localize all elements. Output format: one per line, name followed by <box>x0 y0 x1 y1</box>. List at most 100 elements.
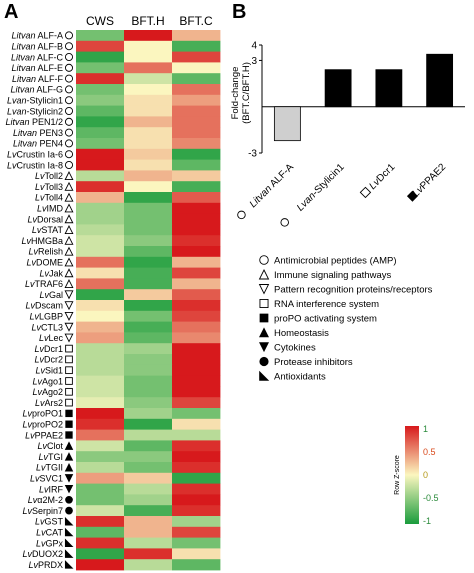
heatmap-cell <box>76 127 125 139</box>
heatmap-cell <box>124 548 173 560</box>
heatmap-cell <box>172 116 221 128</box>
heatmap-cell <box>76 213 125 225</box>
x-tick-label: LvDcr1 <box>359 162 398 199</box>
right-triangle-icon <box>259 370 270 381</box>
heatmap-cell <box>124 246 173 258</box>
triangle-up-icon <box>64 257 74 267</box>
heatmap-cell <box>172 343 221 355</box>
right-triangle-icon <box>64 527 74 537</box>
square-open-icon <box>65 355 73 364</box>
triangle-down-icon <box>64 301 74 311</box>
heatmap-cell <box>172 418 221 430</box>
heatmap-cell <box>76 84 125 96</box>
heatmap-row-label: LvHMGBa <box>21 236 63 246</box>
triangle-down-filled-icon <box>64 484 74 494</box>
x-tick-label: Litvan ALF-A <box>237 162 296 220</box>
heatmap-cell <box>172 246 221 258</box>
circle-icon <box>64 85 74 94</box>
heatmap-cell <box>172 202 221 214</box>
heatmap-cell <box>124 94 173 106</box>
heatmap-cell <box>172 256 221 268</box>
triangle-up-icon <box>64 279 74 288</box>
heatmap-cell <box>172 494 221 506</box>
heatmap-cell <box>172 483 221 495</box>
heatmap-cell <box>124 440 173 452</box>
heatmap-cell <box>76 418 125 430</box>
heatmap-cell <box>124 213 173 225</box>
heatmap-cell <box>76 375 125 387</box>
heatmap-cell <box>76 516 125 528</box>
triangle-up-icon <box>64 214 74 224</box>
heatmap-cell <box>172 386 221 398</box>
heatmap-row-label: LvLec <box>39 333 64 343</box>
heatmap-cell <box>124 451 173 463</box>
heatmap-cell <box>76 537 125 549</box>
heatmap-cell <box>124 462 173 474</box>
x-tick-text: Lvan-Stylicin1 <box>295 162 347 214</box>
heatmap-cell <box>124 516 173 528</box>
heatmap-cell <box>124 105 173 117</box>
heatmap-cell <box>172 30 221 42</box>
heatmap-cell <box>76 116 125 128</box>
heatmap-cell <box>172 408 221 420</box>
heatmap-cell <box>124 127 173 139</box>
heatmap-cell <box>172 397 221 409</box>
heatmap-cell <box>76 548 125 560</box>
heatmap-cell <box>124 397 173 409</box>
circle-filled-icon <box>65 495 73 504</box>
circle-icon <box>64 31 74 40</box>
right-triangle-icon <box>64 538 74 548</box>
y-tick-label: -3 <box>248 149 257 160</box>
heatmap-row-label: LvIRF <box>39 484 64 494</box>
colorbar-tick-label: 0.5 <box>423 447 436 457</box>
heatmap-cell <box>124 148 173 160</box>
category-legend: Antimicrobial peptides (AMP) Immune signa… <box>258 255 433 383</box>
heatmap-cell <box>76 62 125 74</box>
heatmap-cell <box>124 375 173 387</box>
square-open-icon <box>359 186 372 199</box>
legend-label: Antimicrobial peptides (AMP) <box>274 256 397 267</box>
circle-icon <box>64 63 74 72</box>
colorbar: Row Z-score 1 0.5 0 -0.5 -1 <box>394 424 439 526</box>
heatmap-cell <box>124 73 173 85</box>
heatmap-cell <box>76 224 125 236</box>
heatmap-cell <box>172 364 221 376</box>
heatmap-cell <box>124 321 173 333</box>
heatmap-cell <box>76 429 125 441</box>
triangle-up-filled-icon <box>64 441 74 450</box>
heatmap-cell <box>172 332 221 344</box>
heatmap-row-label: LvGST <box>35 517 64 527</box>
heatmap-row-label: Lvan-Stylicin1 <box>7 96 63 106</box>
heatmap-row-label: LvToll2 <box>35 171 63 181</box>
heatmap-row-label: LvAgo1 <box>32 376 63 386</box>
triangle-up-filled-icon <box>64 462 74 472</box>
heatmap-cell <box>124 192 173 204</box>
right-triangle-icon <box>64 516 74 526</box>
heatmap-cell <box>172 148 221 160</box>
heatmap-row-label: LvproPO2 <box>22 420 63 430</box>
heatmap-cell <box>172 62 221 74</box>
heatmap-cell <box>76 289 125 301</box>
heatmap-cell <box>76 386 125 398</box>
heatmap-cell <box>172 213 221 225</box>
heatmap-cell <box>124 300 173 312</box>
square-filled-icon <box>259 313 269 323</box>
heatmap-cell <box>124 483 173 495</box>
heatmap-cell <box>124 364 173 376</box>
heatmap-cell <box>124 332 173 344</box>
heatmap-cell <box>76 192 125 204</box>
heatmap-cell <box>124 386 173 398</box>
heatmap-row-label: Litvan ALF-B <box>11 42 63 52</box>
heatmap-cell <box>76 148 125 160</box>
heatmap-cell <box>172 235 221 247</box>
triangle-up-filled-icon <box>64 452 74 461</box>
x-tick-text: LvPPAE2 <box>411 162 449 200</box>
right-triangle-icon <box>64 560 74 569</box>
heatmap-cell <box>76 51 125 63</box>
legend-label: Protease inhibitors <box>274 357 353 368</box>
heatmap-row-label: Litvan ALF-C <box>11 52 64 62</box>
colorbar-tick-label: -0.5 <box>423 493 439 503</box>
triangle-down-icon <box>258 284 270 295</box>
heatmap-cell <box>124 256 173 268</box>
